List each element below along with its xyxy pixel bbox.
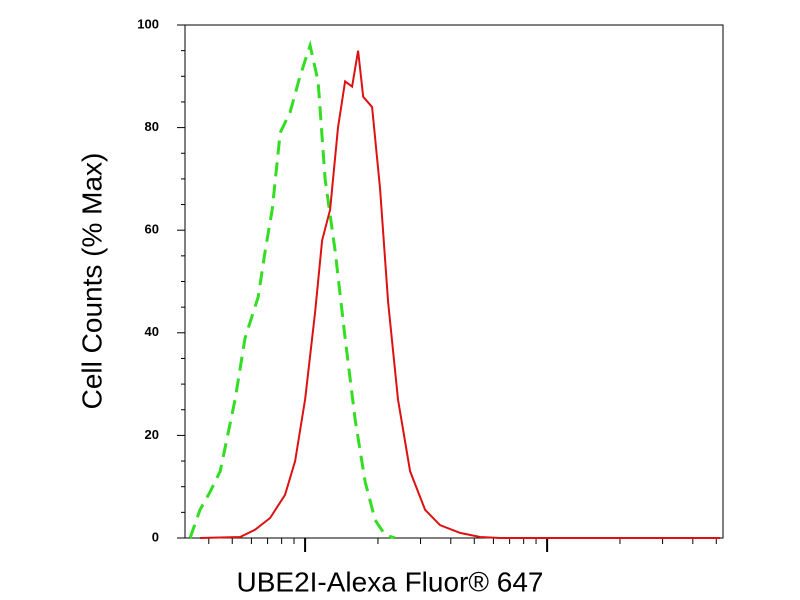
x-axis-title: UBE2I-Alexa Fluor® 647 xyxy=(237,566,544,597)
histogram-line xyxy=(188,39,396,540)
y-tick-label: 0 xyxy=(152,529,159,544)
y-tick-label: 100 xyxy=(137,16,159,31)
y-tick-label: 80 xyxy=(145,119,159,134)
y-axis-title: Cell Counts (% Max) xyxy=(76,153,107,410)
y-tick-label: 20 xyxy=(145,427,159,442)
y-tick-label: 60 xyxy=(145,222,159,237)
histogram-line xyxy=(199,50,721,539)
plot-frame xyxy=(184,24,724,539)
y-tick-label: 40 xyxy=(145,324,159,339)
